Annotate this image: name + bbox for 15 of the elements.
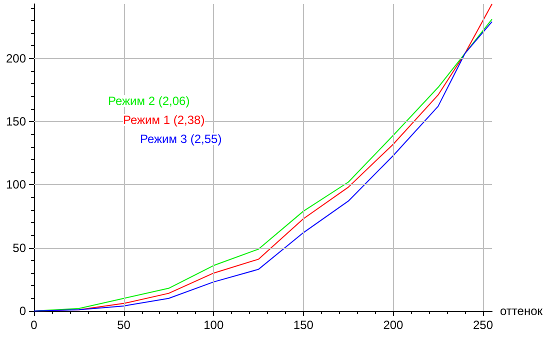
y-tick-label: 0 — [19, 304, 26, 318]
x-tick-label: 50 — [117, 318, 131, 332]
y-tick-label: 150 — [6, 114, 26, 128]
text: Режим 3 (2,55) — [140, 132, 222, 146]
y-tick-label: 50 — [12, 240, 26, 255]
x-axis-title: оттенок — [500, 304, 544, 318]
text: Режим 2 (2,06) — [108, 94, 190, 108]
x-tick-label: 250 — [473, 318, 494, 332]
x-tick-label: 100 — [204, 318, 224, 332]
y-tick-label: 200 — [6, 51, 26, 66]
x-tick-label: 200 — [383, 318, 404, 332]
x-tick-label: 150 — [293, 318, 314, 332]
x-tick-label: 0 — [30, 318, 38, 332]
text: Режим 1 (2,38) — [123, 113, 205, 127]
y-tick-label: 100 — [6, 178, 26, 192]
